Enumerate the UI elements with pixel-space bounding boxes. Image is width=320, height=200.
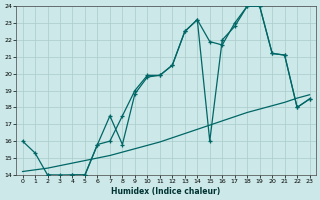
X-axis label: Humidex (Indice chaleur): Humidex (Indice chaleur): [111, 187, 221, 196]
